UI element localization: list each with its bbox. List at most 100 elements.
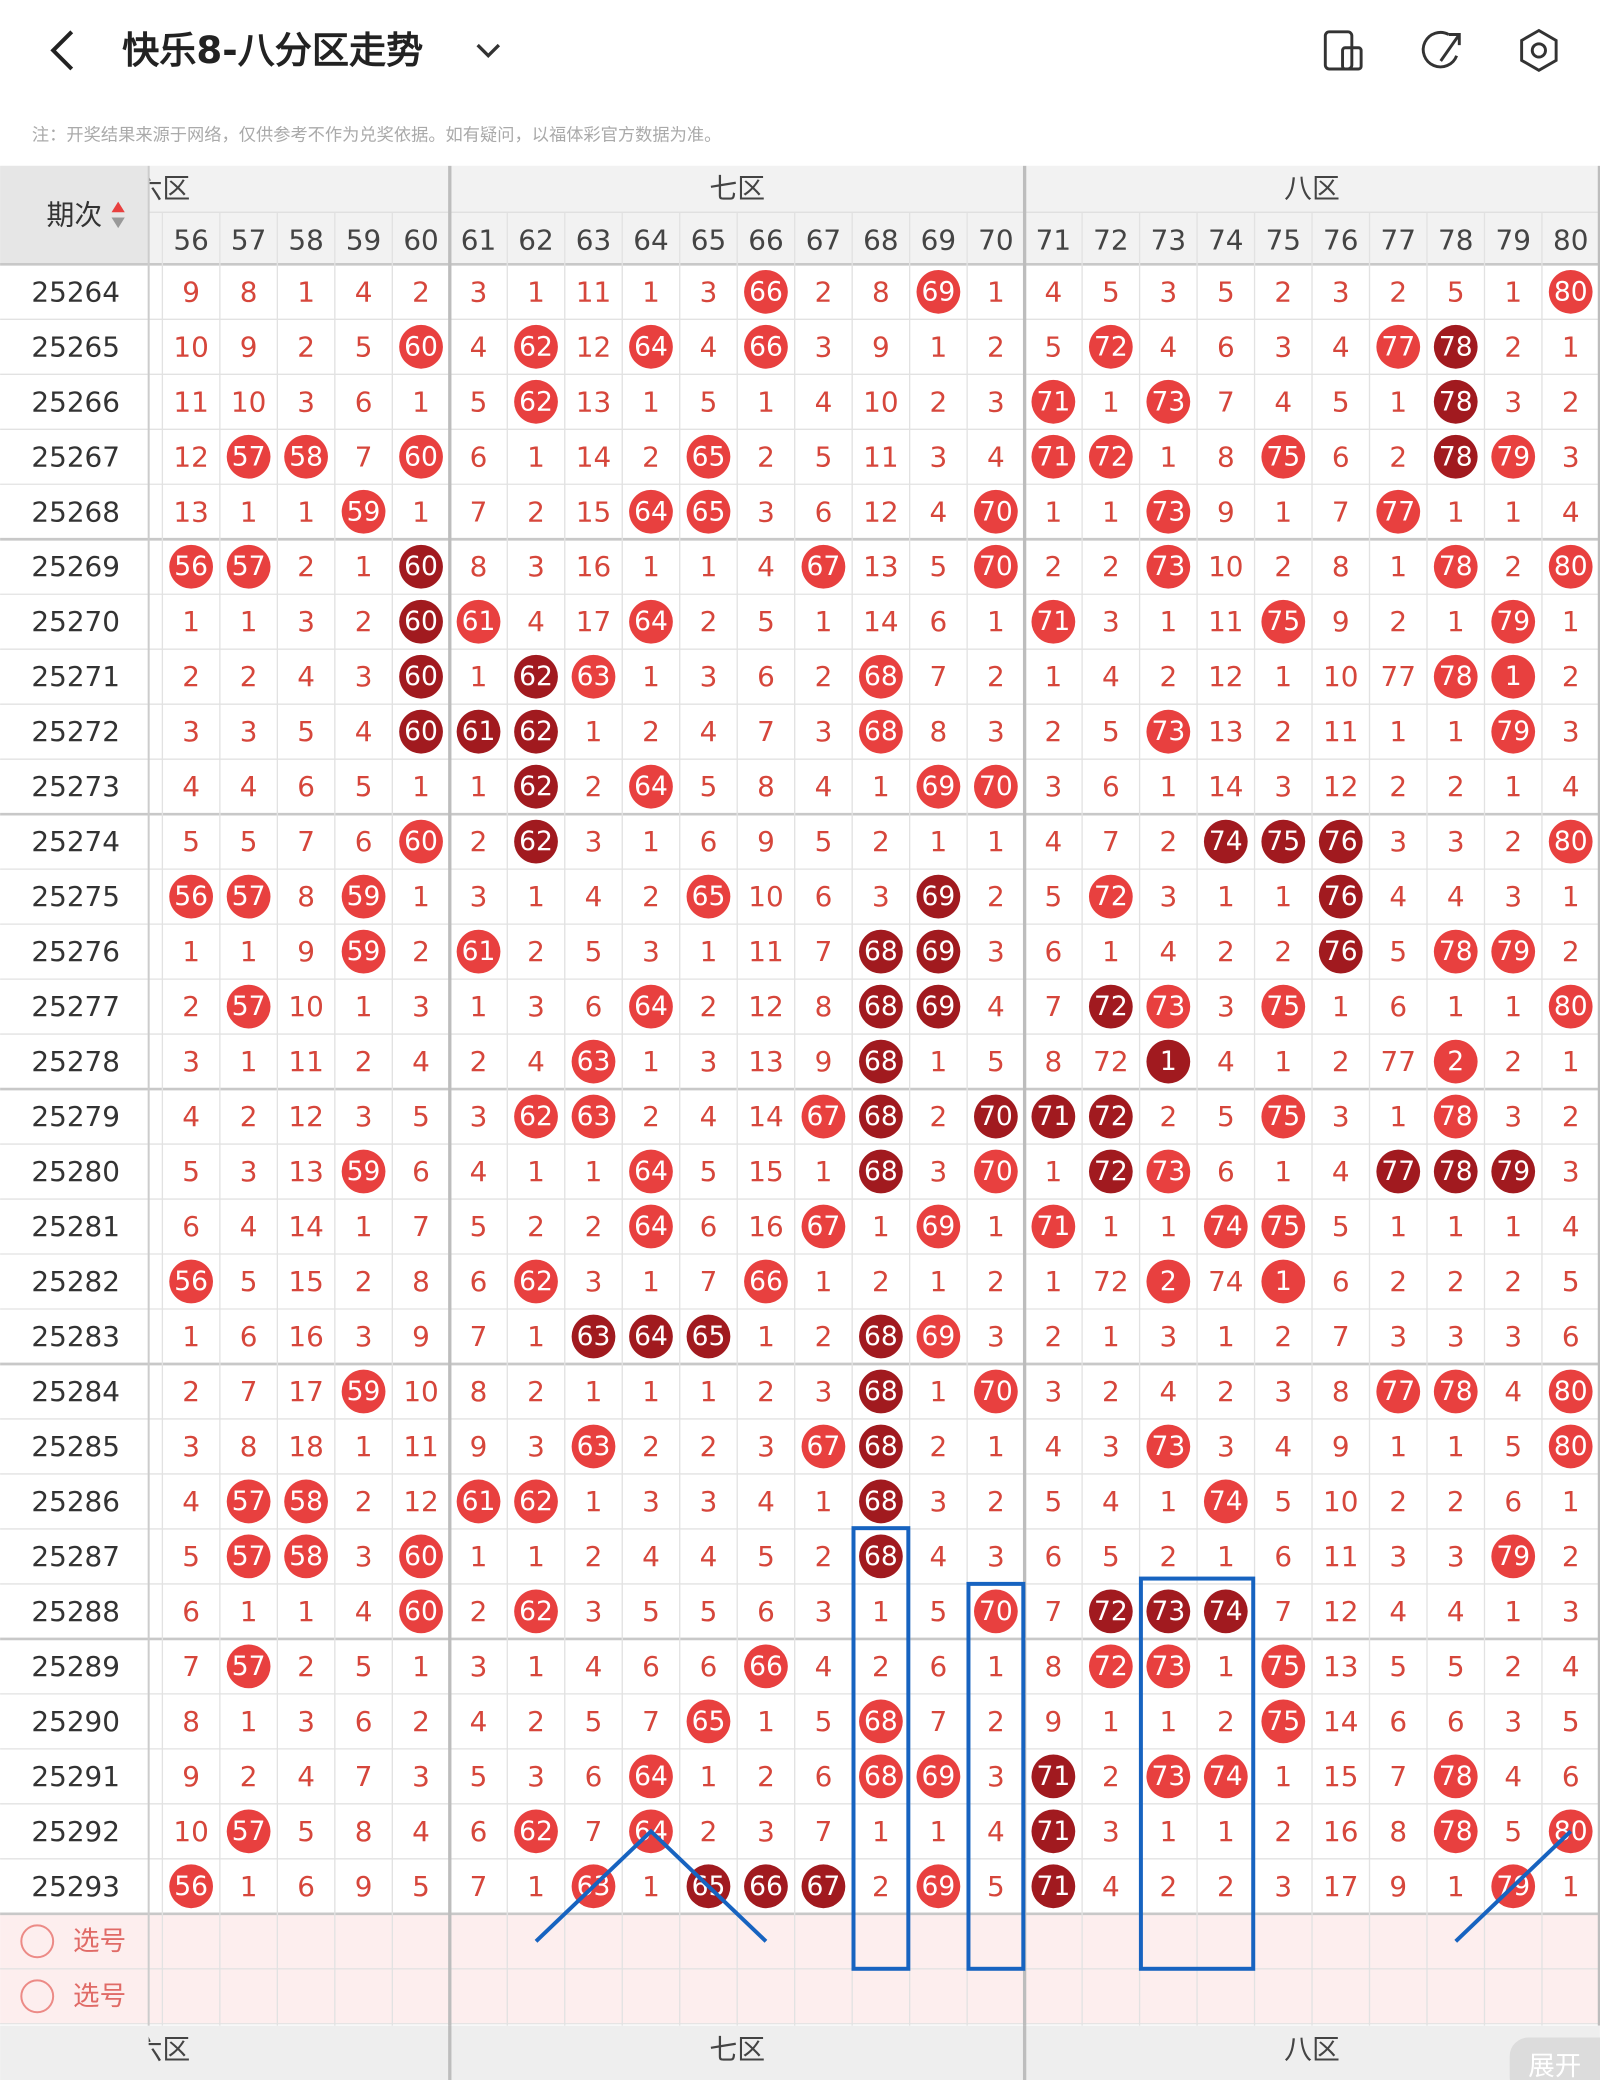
- cell-number: 3: [1447, 1320, 1465, 1353]
- cell-number: 2: [1159, 1870, 1177, 1903]
- cell-number: 1: [815, 1485, 833, 1518]
- cell-number: 2: [1389, 275, 1407, 308]
- cell-number: 3: [1274, 770, 1292, 803]
- ball-number: 57: [232, 991, 266, 1022]
- hit-ball: [1548, 984, 1593, 1029]
- ball-number: 73: [1151, 1431, 1185, 1462]
- cell-number: 1: [1447, 715, 1465, 748]
- hit-ball: [226, 434, 271, 479]
- ball-number: 59: [347, 936, 381, 967]
- ball-number: 62: [519, 1101, 553, 1132]
- hit-ball: [1146, 489, 1191, 534]
- column-number: 79: [1496, 224, 1531, 257]
- cell-number: 2: [642, 1430, 660, 1463]
- cell-number: 17: [1323, 1870, 1358, 1903]
- hit-ball: [1376, 324, 1421, 369]
- cell-number: 1: [527, 1540, 545, 1573]
- cell-number: 2: [757, 1375, 775, 1408]
- hit-ball: [1088, 874, 1133, 919]
- repeat-ball: [514, 709, 558, 754]
- hit-ball: [1146, 544, 1191, 589]
- cell-number: 11: [1323, 1540, 1358, 1573]
- cell-number: 2: [872, 1650, 890, 1683]
- expand-button[interactable]: [1509, 2037, 1600, 2080]
- cell-number: 1: [182, 1320, 200, 1353]
- ball-number: 78: [1439, 661, 1473, 692]
- cell-number: 3: [872, 880, 890, 913]
- cell-number: 6: [1504, 1485, 1522, 1518]
- cell-number: 9: [872, 330, 890, 363]
- cell-number: 3: [355, 1320, 373, 1353]
- issue-number: 25276: [31, 935, 120, 968]
- ball-number: 69: [922, 1761, 956, 1792]
- cell-number: 3: [182, 1045, 200, 1078]
- cell-number: 13: [863, 550, 898, 583]
- cell-number: 1: [1159, 770, 1177, 803]
- cell-number: 77: [1381, 660, 1416, 693]
- cell-number: 4: [1562, 1650, 1580, 1683]
- cell-number: 1: [642, 825, 660, 858]
- cell-number: 5: [585, 1705, 603, 1738]
- ball-number: 75: [1266, 1211, 1300, 1242]
- cell-number: 1: [930, 1045, 948, 1078]
- cell-number: 1: [1562, 605, 1580, 638]
- cell-number: 2: [527, 1375, 545, 1408]
- cell-number: 2: [1389, 440, 1407, 473]
- cell-number: 2: [1045, 715, 1063, 748]
- title-dropdown[interactable]: [476, 43, 501, 59]
- layout-icon[interactable]: [1323, 30, 1363, 71]
- cell-number: 2: [1274, 1320, 1292, 1353]
- cell-number: 5: [1102, 275, 1120, 308]
- cell-number: 1: [240, 1705, 258, 1738]
- cell-number: 1: [355, 550, 373, 583]
- repeat-ball: [1433, 434, 1478, 479]
- back-button[interactable]: [50, 30, 74, 71]
- select-radio[interactable]: [20, 1979, 55, 2014]
- cell-number: 1: [1159, 1485, 1177, 1518]
- cell-number: 11: [748, 935, 783, 968]
- column-number: 73: [1151, 224, 1186, 257]
- cell-number: 1: [1274, 880, 1292, 913]
- cell-number: 2: [1389, 605, 1407, 638]
- cell-number: 2: [1217, 935, 1235, 968]
- hit-ball: [341, 1369, 386, 1414]
- ball-number: 65: [692, 1321, 726, 1352]
- cell-number: 2: [1332, 1045, 1350, 1078]
- settings-icon[interactable]: [1520, 28, 1558, 72]
- ball-number: 69: [922, 1871, 956, 1902]
- cell-number: 6: [182, 1210, 200, 1243]
- cell-number: 1: [930, 1815, 948, 1848]
- ball-number: 68: [864, 936, 898, 967]
- cell-number: 3: [1274, 330, 1292, 363]
- cell-number: 8: [1332, 550, 1350, 583]
- cell-number: 5: [1045, 1485, 1063, 1518]
- issue-number: 25288: [31, 1595, 120, 1628]
- cell-number: 1: [1562, 330, 1580, 363]
- hit-ball: [399, 819, 443, 864]
- repeat-ball: [744, 1864, 788, 1909]
- ball-number: 75: [1266, 1651, 1300, 1682]
- cell-number: 2: [1274, 1815, 1292, 1848]
- cell-number: 5: [1504, 1430, 1522, 1463]
- cell-number: 1: [930, 330, 948, 363]
- cell-number: 11: [1323, 715, 1358, 748]
- cell-number: 3: [757, 1815, 775, 1848]
- cell-number: 14: [748, 1100, 783, 1133]
- ball-number: 64: [634, 496, 668, 527]
- cell-number: 7: [585, 1815, 603, 1848]
- cell-number: 8: [355, 1815, 373, 1848]
- cell-number: 1: [987, 1210, 1005, 1243]
- cell-number: 7: [412, 1210, 430, 1243]
- cell-number: 1: [1159, 1815, 1177, 1848]
- cell-number: 4: [585, 1650, 603, 1683]
- hit-ball: [1548, 269, 1593, 314]
- cell-number: 2: [585, 770, 603, 803]
- cell-number: 1: [872, 1210, 890, 1243]
- ball-number: 64: [634, 1211, 668, 1242]
- hit-ball: [399, 1589, 443, 1634]
- select-radio[interactable]: [20, 1924, 55, 1959]
- hit-ball: [1548, 1369, 1593, 1414]
- share-icon[interactable]: [1421, 31, 1461, 69]
- hit-ball: [1433, 654, 1478, 699]
